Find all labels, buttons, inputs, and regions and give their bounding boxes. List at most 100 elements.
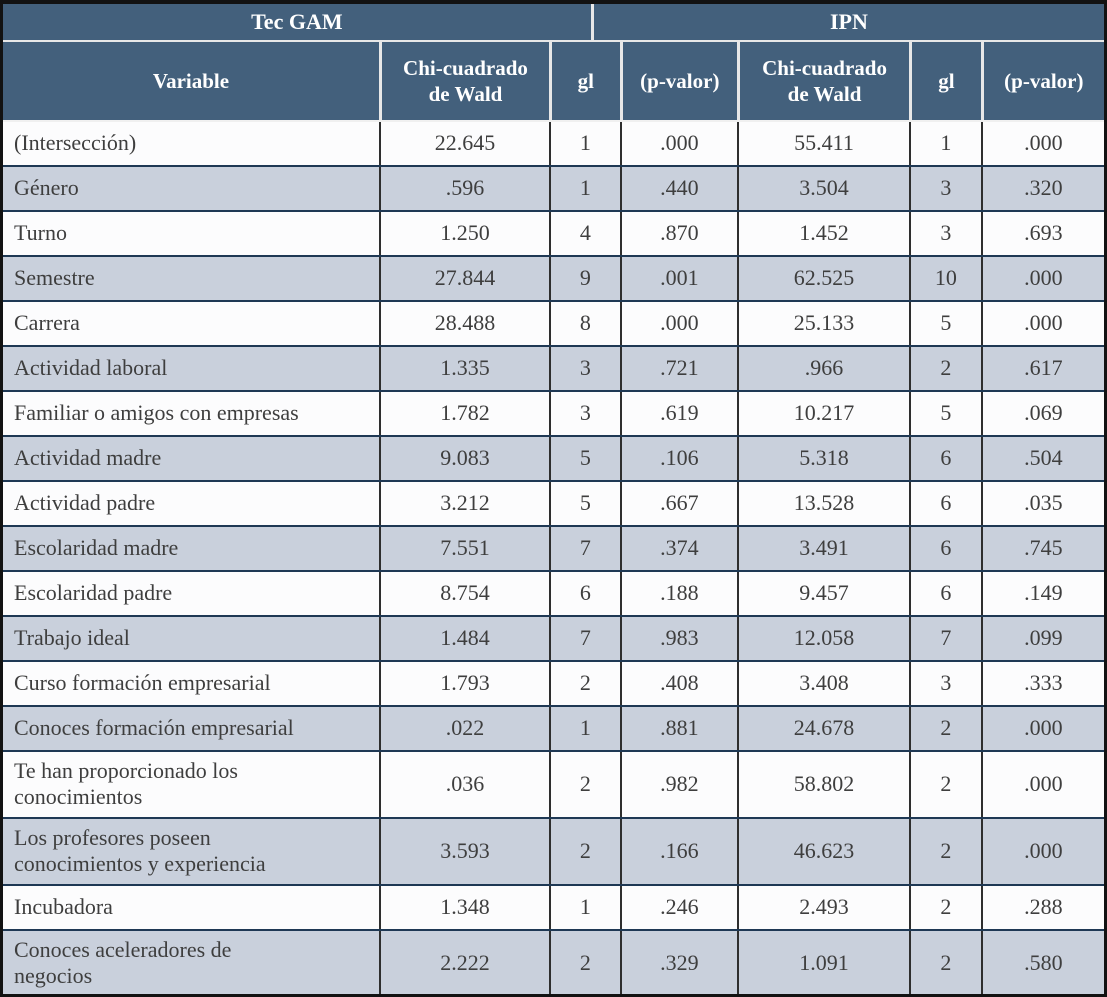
value-cell: .166: [619, 818, 737, 884]
value-cell: .000: [980, 122, 1104, 165]
column-header-row: Variable Chi-cuadrado de Wald gl (p-valo…: [3, 42, 1104, 122]
value-cell: 1.793: [378, 662, 549, 705]
table-row: Te han proporcionado los conocimientos .0…: [3, 750, 1104, 817]
value-cell: 6: [909, 482, 981, 525]
value-cell: .617: [980, 347, 1104, 390]
value-cell: 3.504: [737, 167, 909, 210]
variable-cell: Conoces aceleradores de negocios: [14, 936, 232, 988]
value-cell: 3.491: [737, 527, 909, 570]
value-cell: 7: [549, 527, 620, 570]
value-cell: 2: [549, 818, 620, 884]
value-cell: 10.217: [737, 392, 909, 435]
value-cell: 4: [549, 212, 620, 255]
table-row: Incubadora 1.348 1.246 2.493 2.288: [3, 883, 1104, 929]
value-cell: 6: [909, 437, 981, 480]
column-header-chi-wald-ipn: Chi-cuadrado de Wald: [737, 42, 909, 120]
value-cell: 27.844: [378, 257, 549, 300]
variable-cell: Actividad padre: [14, 490, 156, 516]
value-cell: 3: [909, 662, 981, 705]
value-cell: 2: [909, 818, 981, 884]
value-cell: 2: [909, 752, 981, 817]
variable-cell: Género: [14, 175, 79, 201]
value-cell: .440: [619, 167, 737, 210]
value-cell: .580: [980, 930, 1104, 994]
value-cell: 2: [909, 347, 981, 390]
value-cell: 7: [909, 617, 981, 660]
variable-cell: Escolaridad padre: [14, 580, 173, 606]
table-row: Trabajo ideal 1.484 7.983 12.058 7.099: [3, 615, 1104, 660]
value-cell: .374: [619, 527, 737, 570]
variable-cell: Actividad laboral: [14, 355, 168, 381]
value-cell: 7: [549, 617, 620, 660]
variable-cell: Turno: [14, 220, 67, 246]
value-cell: 1.782: [378, 392, 549, 435]
value-cell: .036: [378, 752, 549, 817]
value-cell: 1.452: [737, 212, 909, 255]
value-cell: .870: [619, 212, 737, 255]
variable-cell: Conoces formación empresarial: [14, 715, 294, 741]
table-row: Actividad madre 9.083 5.106 5.318 6.504: [3, 435, 1104, 480]
value-cell: 1.335: [378, 347, 549, 390]
value-cell: 3.408: [737, 662, 909, 705]
variable-cell: Semestre: [14, 265, 95, 291]
value-cell: .069: [980, 392, 1104, 435]
value-cell: .000: [980, 302, 1104, 345]
value-cell: 9.457: [737, 572, 909, 615]
value-cell: 1.484: [378, 617, 549, 660]
value-cell: 22.645: [378, 122, 549, 165]
value-cell: 6: [549, 572, 620, 615]
table-row: Familiar o amigos con empresas 1.782 3.619…: [3, 390, 1104, 435]
value-cell: 8.754: [378, 572, 549, 615]
value-cell: 2: [549, 930, 620, 994]
value-cell: 6: [909, 572, 981, 615]
group-header-row: Tec GAM IPN: [3, 4, 1104, 42]
value-cell: .320: [980, 167, 1104, 210]
value-cell: .693: [980, 212, 1104, 255]
value-cell: .022: [378, 707, 549, 750]
value-cell: .721: [619, 347, 737, 390]
value-cell: 2: [909, 930, 981, 994]
value-cell: 2: [909, 885, 981, 929]
value-cell: 5: [549, 482, 620, 525]
value-cell: 5.318: [737, 437, 909, 480]
value-cell: 10: [909, 257, 981, 300]
value-cell: .106: [619, 437, 737, 480]
value-cell: 2.493: [737, 885, 909, 929]
value-cell: 2: [909, 707, 981, 750]
value-cell: 58.802: [737, 752, 909, 817]
value-cell: .333: [980, 662, 1104, 705]
value-cell: .035: [980, 482, 1104, 525]
value-cell: .000: [980, 752, 1104, 817]
table-row: Carrera 28.488 8.000 25.133 5.000: [3, 300, 1104, 345]
value-cell: 24.678: [737, 707, 909, 750]
value-cell: 5: [909, 302, 981, 345]
variable-cell: Curso formación empresarial: [14, 670, 271, 696]
value-cell: 1.091: [737, 930, 909, 994]
value-cell: 5: [909, 392, 981, 435]
value-cell: .504: [980, 437, 1104, 480]
value-cell: 25.133: [737, 302, 909, 345]
variable-cell: Trabajo ideal: [14, 625, 130, 651]
variable-cell: Incubadora: [14, 893, 113, 919]
value-cell: 55.411: [737, 122, 909, 165]
column-header-variable: Variable: [152, 68, 230, 93]
value-cell: .745: [980, 527, 1104, 570]
value-cell: 3: [909, 212, 981, 255]
column-header-gl-ipn: gl: [909, 42, 981, 120]
value-cell: .001: [619, 257, 737, 300]
table-body: (Intersección) 22.645 1.000 55.411 1.000 Géne…: [3, 122, 1104, 994]
value-cell: 46.623: [737, 818, 909, 884]
value-cell: 12.058: [737, 617, 909, 660]
value-cell: .596: [378, 167, 549, 210]
value-cell: .619: [619, 392, 737, 435]
value-cell: 9: [549, 257, 620, 300]
value-cell: 2.222: [378, 930, 549, 994]
value-cell: 3.593: [378, 818, 549, 884]
value-cell: .099: [980, 617, 1104, 660]
column-header-gl-tecgam: gl: [549, 42, 620, 120]
value-cell: .408: [619, 662, 737, 705]
value-cell: 2: [549, 752, 620, 817]
value-cell: 1.250: [378, 212, 549, 255]
